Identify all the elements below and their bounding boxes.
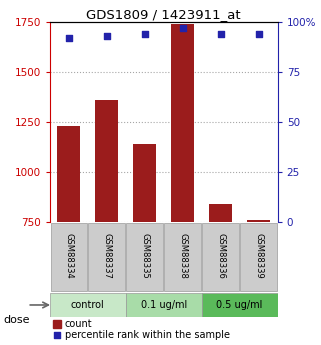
Bar: [133, 144, 156, 222]
FancyBboxPatch shape: [89, 223, 125, 292]
Text: GSM88338: GSM88338: [178, 233, 187, 279]
FancyBboxPatch shape: [203, 223, 239, 292]
Text: 0.5 ug/ml: 0.5 ug/ml: [216, 300, 263, 310]
FancyBboxPatch shape: [50, 293, 126, 317]
FancyBboxPatch shape: [126, 223, 163, 292]
FancyBboxPatch shape: [164, 223, 201, 292]
Text: GSM88339: GSM88339: [254, 233, 263, 279]
Bar: [53, 319, 61, 328]
Text: count: count: [65, 319, 92, 329]
FancyBboxPatch shape: [126, 293, 202, 317]
Point: [218, 32, 223, 37]
Bar: [247, 220, 270, 222]
FancyBboxPatch shape: [50, 223, 87, 292]
Text: 0.1 ug/ml: 0.1 ug/ml: [141, 300, 187, 310]
Text: dose: dose: [3, 315, 30, 325]
FancyBboxPatch shape: [240, 223, 277, 292]
Bar: [171, 24, 194, 222]
Text: GSM88337: GSM88337: [102, 233, 111, 279]
Bar: [95, 100, 118, 222]
FancyBboxPatch shape: [202, 293, 278, 317]
Text: GSM88336: GSM88336: [216, 233, 225, 279]
Text: percentile rank within the sample: percentile rank within the sample: [65, 331, 230, 341]
Point: [66, 36, 71, 41]
Point: [104, 33, 109, 39]
Title: GDS1809 / 1423911_at: GDS1809 / 1423911_at: [86, 8, 241, 21]
Bar: [209, 204, 232, 222]
Text: control: control: [71, 300, 105, 310]
Point: [55, 333, 60, 338]
Point: [142, 32, 147, 37]
Point: [256, 32, 261, 37]
Bar: [57, 126, 80, 222]
Text: GSM88334: GSM88334: [64, 233, 73, 279]
Point: [180, 26, 185, 31]
Text: GSM88335: GSM88335: [140, 233, 149, 279]
